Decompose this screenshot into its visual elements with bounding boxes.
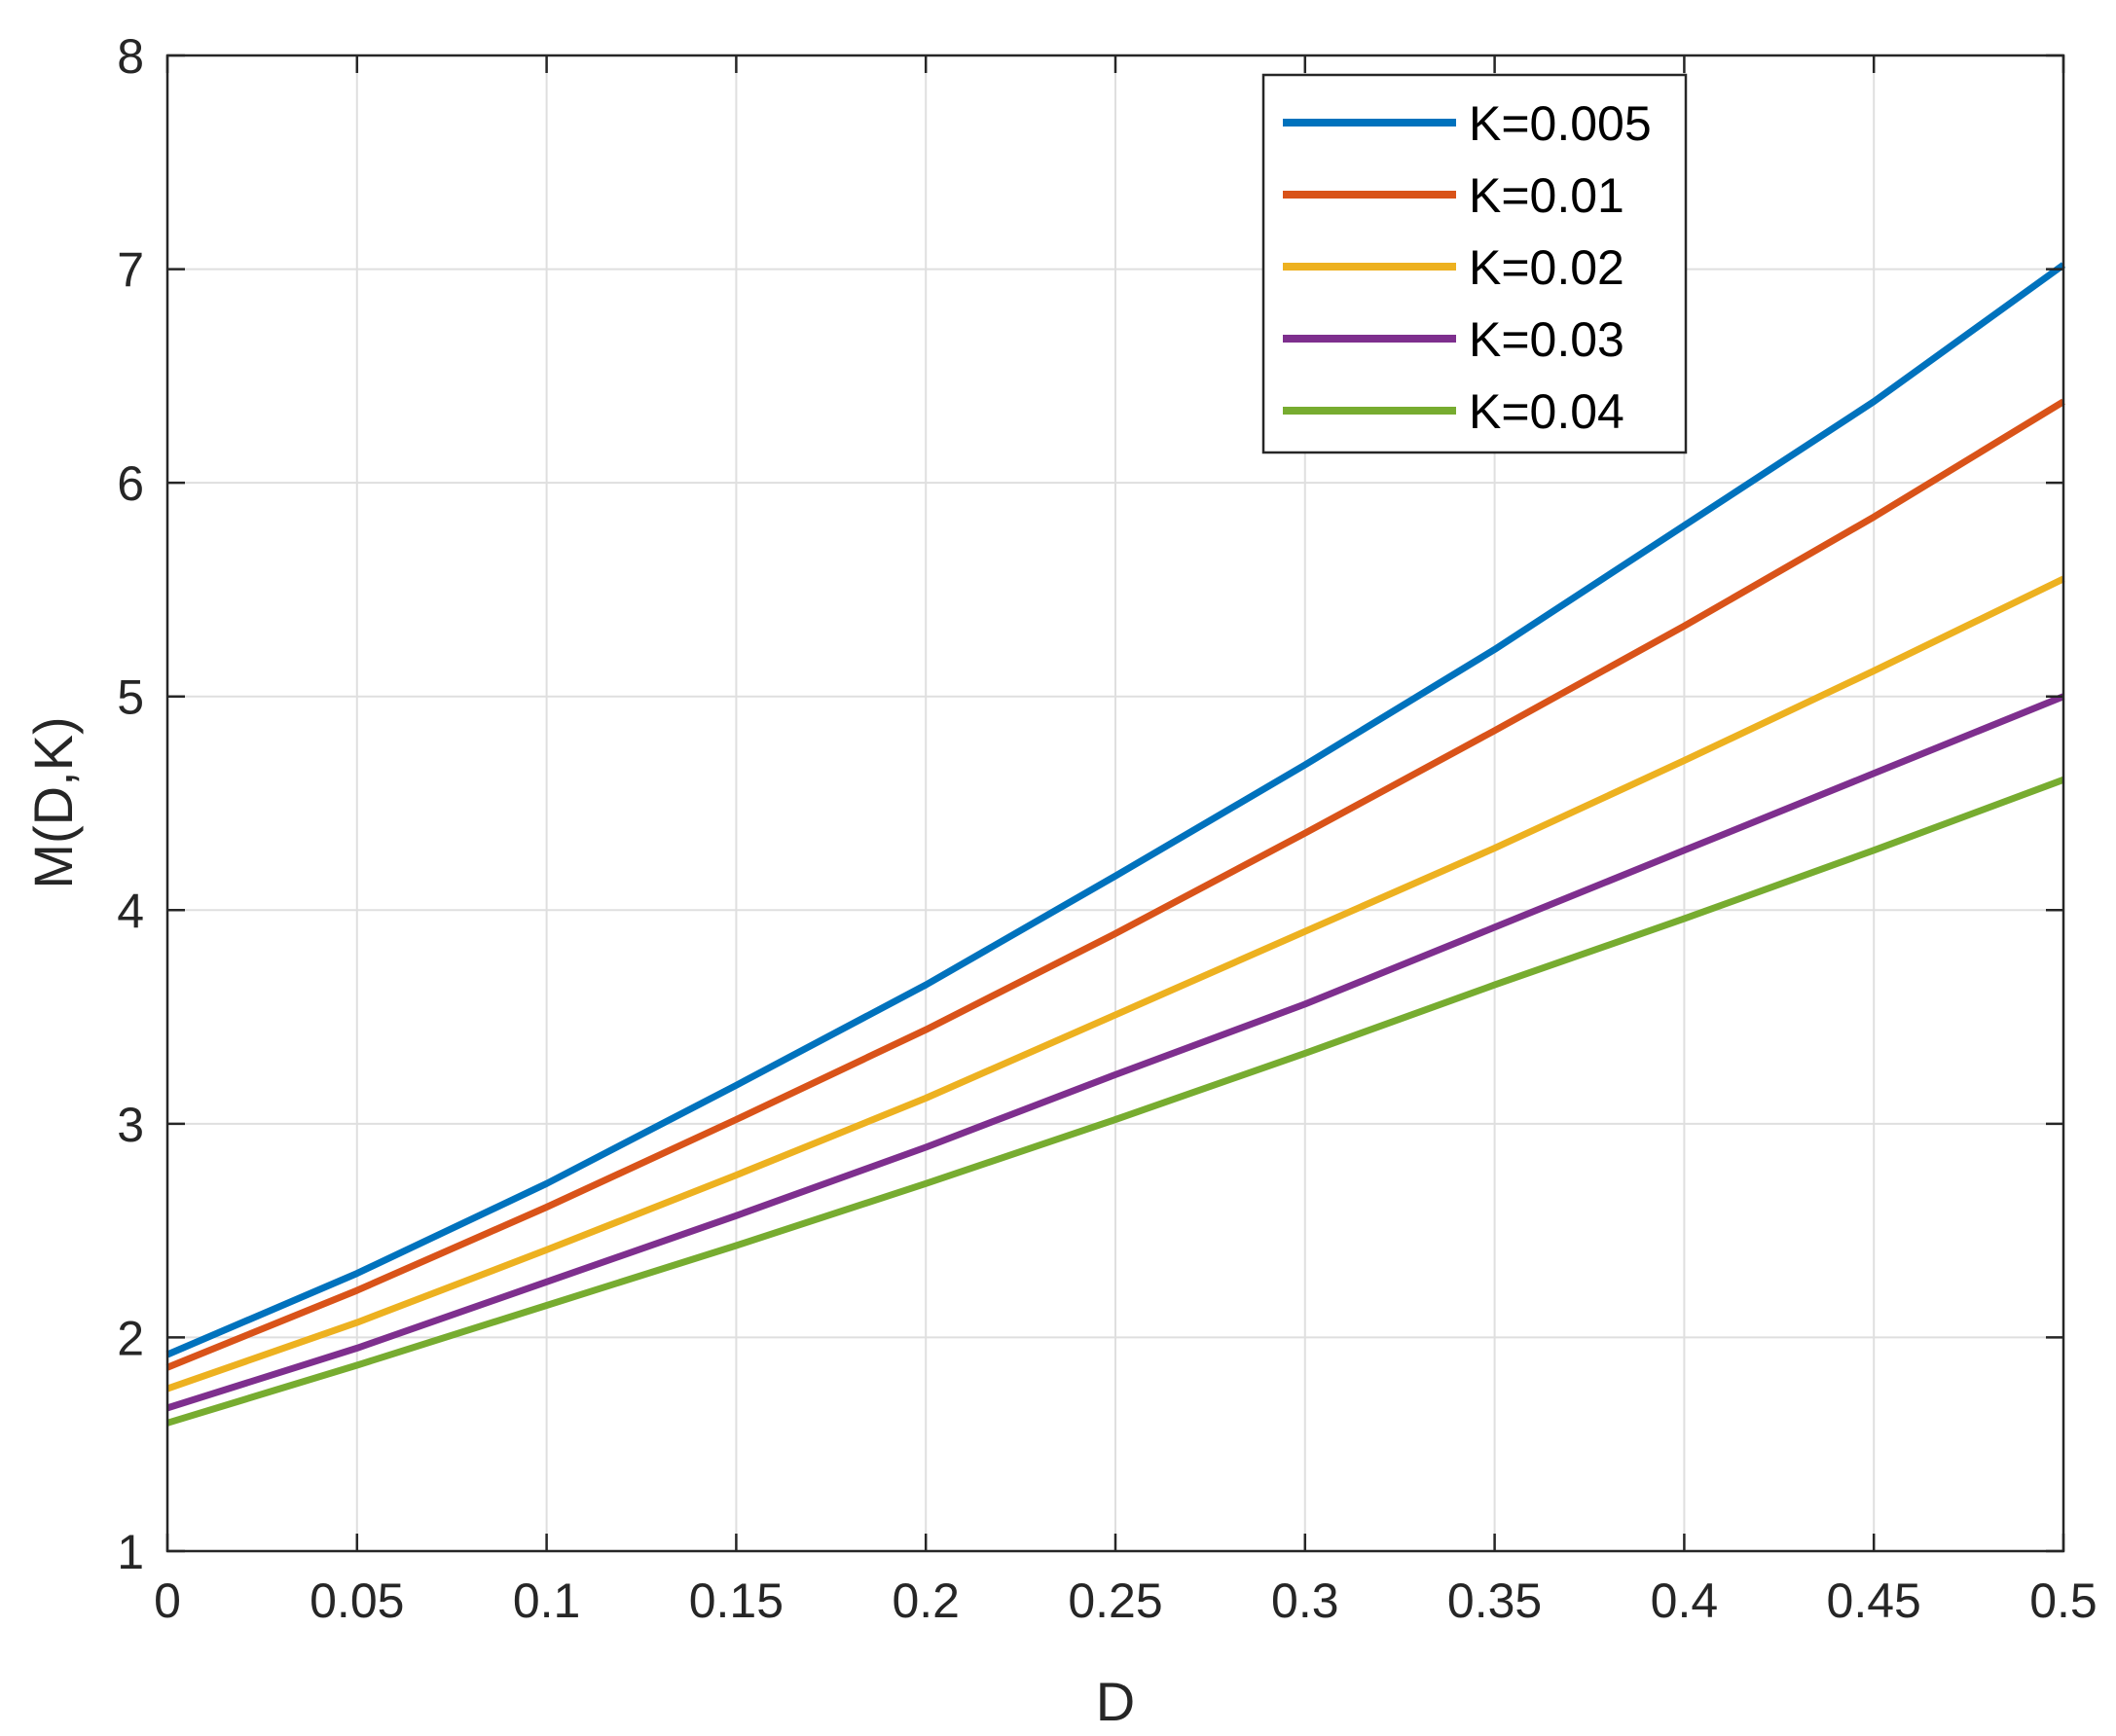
x-tick-label: 0.25 xyxy=(1068,1573,1162,1628)
y-axis-label: M(D,K) xyxy=(22,716,84,888)
legend-label: K=0.005 xyxy=(1469,96,1652,151)
series-line-5 xyxy=(165,777,2065,1427)
y-tick-label: 3 xyxy=(117,1098,144,1152)
x-tick-label: 0 xyxy=(154,1573,181,1628)
legend: K=0.005 K=0.01 K=0.02 K=0.03 K=0.04 xyxy=(1261,73,1688,454)
x-axis-label: D xyxy=(1096,1671,1135,1732)
y-tick-label: 7 xyxy=(117,243,144,298)
x-tick-label: 0.05 xyxy=(310,1573,404,1628)
legend-label: K=0.01 xyxy=(1469,168,1624,223)
x-tick-label: 0.15 xyxy=(689,1573,784,1628)
legend-label: K=0.04 xyxy=(1469,384,1624,439)
x-tick-label: 0.2 xyxy=(892,1573,960,1628)
x-tick-label: 0.1 xyxy=(513,1573,581,1628)
y-tick-label: 8 xyxy=(117,29,144,84)
axis-ticks: 0 0.05 0.1 0.15 0.2 0.25 0.3 0.35 0.4 0.45 0.5 1 2 3 4… xyxy=(117,29,2098,1628)
x-tick-label: 0.5 xyxy=(2029,1573,2098,1628)
series-line-2 xyxy=(165,398,2065,1371)
y-tick-label: 2 xyxy=(117,1311,144,1365)
y-tick-label: 4 xyxy=(117,884,144,938)
series-line-1 xyxy=(165,262,2066,1358)
x-tick-label: 0.4 xyxy=(1651,1573,1719,1628)
y-tick-label: 5 xyxy=(117,670,144,725)
legend-label: K=0.03 xyxy=(1469,312,1624,367)
x-tick-label: 0.3 xyxy=(1271,1573,1339,1628)
x-tick-label: 0.45 xyxy=(1827,1573,1921,1628)
y-tick-label: 1 xyxy=(117,1525,144,1579)
x-tick-label: 0.35 xyxy=(1447,1573,1542,1628)
y-tick-label: 6 xyxy=(117,456,144,511)
series-line-3 xyxy=(165,575,2065,1392)
legend-label: K=0.02 xyxy=(1469,240,1624,295)
series-line-4 xyxy=(165,693,2065,1412)
series-lines xyxy=(165,262,2066,1427)
